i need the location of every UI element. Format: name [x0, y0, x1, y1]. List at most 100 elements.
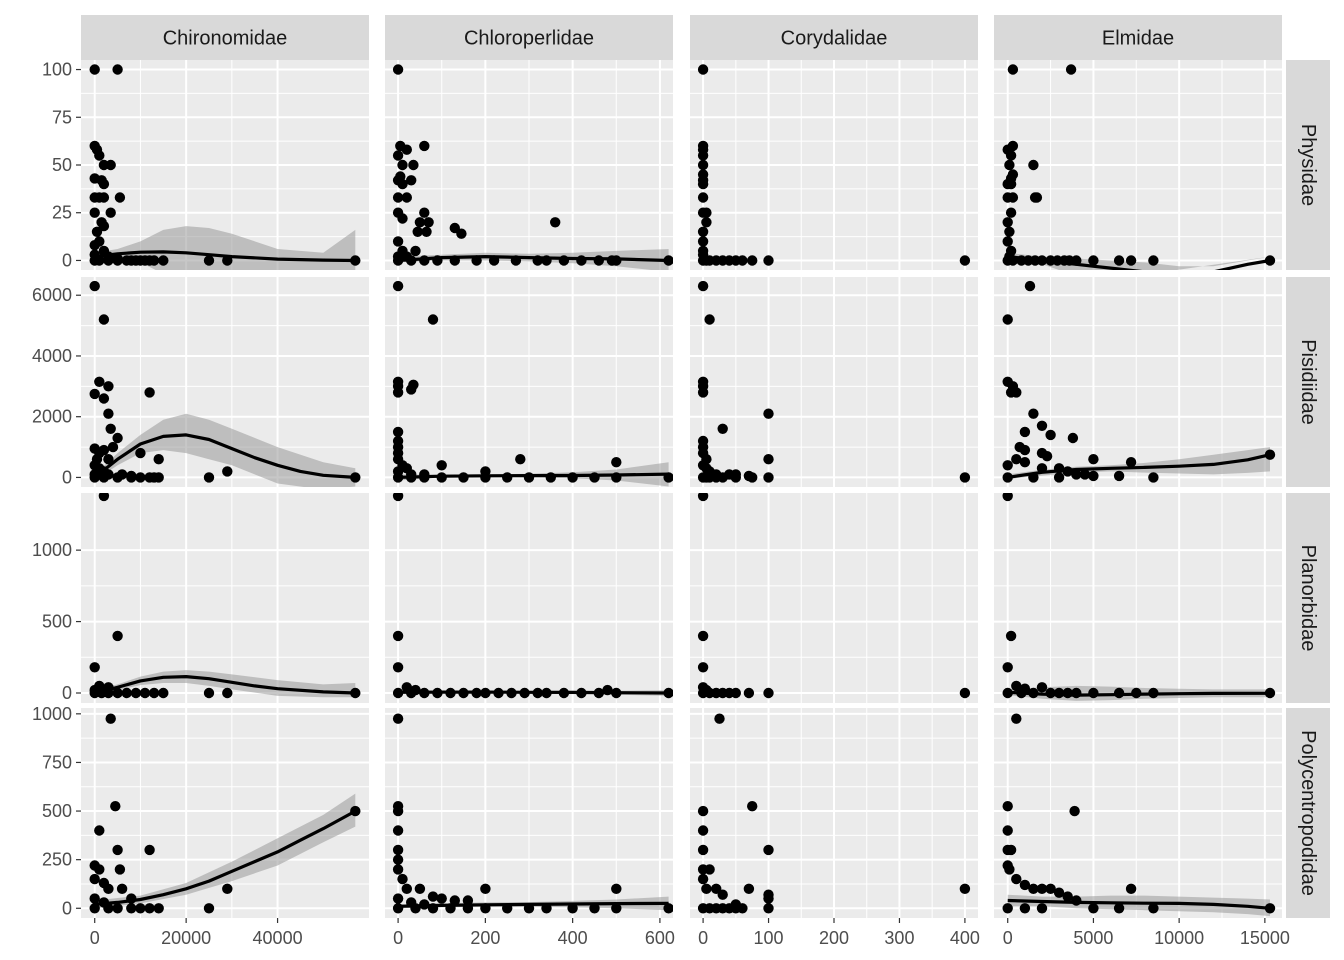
data-point	[1007, 192, 1019, 203]
data-point	[94, 376, 105, 387]
data-point	[126, 903, 137, 914]
data-point	[105, 159, 116, 171]
data-point	[94, 825, 105, 836]
x-tick-label: 400	[950, 928, 980, 948]
data-point	[148, 687, 160, 699]
data-point	[567, 472, 578, 483]
panel-background	[994, 708, 1282, 918]
data-point	[1002, 460, 1013, 471]
y-tick-label: 500	[42, 801, 72, 821]
axis-labels: 0255075100020004000600005001000025050075…	[32, 60, 1290, 948]
data-point	[153, 472, 164, 483]
data-point	[89, 893, 100, 904]
data-point	[89, 207, 100, 218]
data-point	[1071, 895, 1082, 906]
data-point	[550, 217, 561, 228]
data-point	[397, 873, 408, 885]
data-point	[1011, 387, 1022, 398]
data-point	[697, 805, 709, 817]
data-point	[763, 255, 774, 266]
data-point	[98, 393, 110, 404]
data-point	[203, 903, 215, 914]
data-point	[1071, 469, 1082, 480]
panel-pisidiidae-chironomidae	[81, 277, 369, 487]
panel-background	[994, 493, 1282, 703]
data-point	[1005, 844, 1017, 856]
data-point	[103, 255, 114, 266]
data-point	[763, 454, 774, 465]
data-point	[1002, 801, 1013, 812]
data-point	[576, 255, 587, 266]
data-point	[456, 228, 467, 239]
data-point	[98, 178, 110, 190]
column-strip-background	[81, 15, 369, 60]
data-point	[419, 207, 430, 218]
data-point	[436, 893, 447, 904]
data-point	[697, 280, 709, 292]
data-point	[158, 687, 169, 699]
panel-pisidiidae-corydalidae	[690, 277, 978, 487]
data-point	[148, 255, 160, 266]
data-point	[401, 883, 412, 894]
x-tick-label: 40000	[253, 928, 303, 948]
data-point	[717, 889, 728, 900]
data-point	[153, 903, 164, 914]
y-tick-label: 1000	[32, 540, 72, 560]
x-tick-label: 20000	[161, 928, 211, 948]
data-point	[611, 903, 622, 914]
data-point	[203, 255, 215, 266]
data-point	[98, 314, 110, 325]
data-point	[593, 255, 604, 266]
data-point	[401, 144, 412, 155]
data-point	[158, 255, 169, 266]
data-point	[663, 903, 673, 914]
panel-planorbidae-chironomidae	[81, 493, 369, 703]
x-tick-label: 0	[698, 928, 708, 948]
data-point	[1088, 255, 1099, 266]
data-point	[743, 687, 755, 699]
data-point	[112, 472, 123, 483]
y-tick-label: 4000	[32, 346, 72, 366]
data-point	[94, 864, 105, 875]
data-point	[1053, 472, 1065, 483]
data-point	[392, 255, 404, 266]
data-point	[1053, 887, 1065, 898]
data-point	[98, 220, 110, 232]
column-strip-label: Chironomidae	[163, 28, 288, 50]
data-point	[697, 493, 709, 502]
x-tick-label: 10000	[1154, 928, 1204, 948]
data-point	[1011, 454, 1022, 465]
data-point	[410, 245, 421, 257]
smooth-line	[398, 901, 669, 908]
panel-plot-area	[697, 280, 971, 483]
data-point	[135, 472, 146, 483]
data-point	[392, 854, 404, 865]
data-point	[1005, 178, 1017, 190]
data-point	[107, 441, 119, 453]
data-point	[397, 159, 408, 171]
y-tick-label: 500	[42, 612, 72, 632]
data-point	[697, 662, 709, 673]
smooth-line	[398, 472, 669, 479]
smooth-line	[93, 433, 356, 479]
data-point	[1005, 207, 1017, 218]
data-point	[1002, 662, 1013, 673]
data-point	[392, 472, 404, 483]
panel-polycentropodidae-chironomidae	[81, 708, 369, 918]
data-point	[392, 630, 404, 642]
y-tick-label: 100	[42, 60, 72, 80]
data-point	[747, 472, 758, 483]
panel-plot-area	[89, 713, 361, 914]
data-point	[1028, 883, 1039, 894]
x-tick-label: 100	[754, 928, 784, 948]
data-point	[697, 630, 709, 642]
data-point	[697, 150, 709, 161]
data-point	[392, 844, 404, 856]
smooth-line	[398, 690, 669, 695]
column-strip-label: Chloroperlidae	[464, 28, 594, 50]
y-tick-label: 250	[42, 850, 72, 870]
data-point	[1002, 236, 1013, 247]
data-point	[103, 381, 114, 392]
data-point	[737, 255, 748, 266]
data-point	[103, 883, 114, 894]
